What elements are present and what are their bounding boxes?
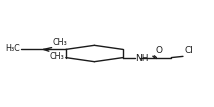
Text: H₃C: H₃C — [5, 44, 19, 53]
Text: O: O — [155, 46, 162, 55]
Text: Cl: Cl — [184, 46, 193, 55]
Text: CH₃: CH₃ — [50, 52, 65, 61]
Text: NH: NH — [136, 54, 149, 63]
Text: CH₃: CH₃ — [53, 38, 67, 47]
